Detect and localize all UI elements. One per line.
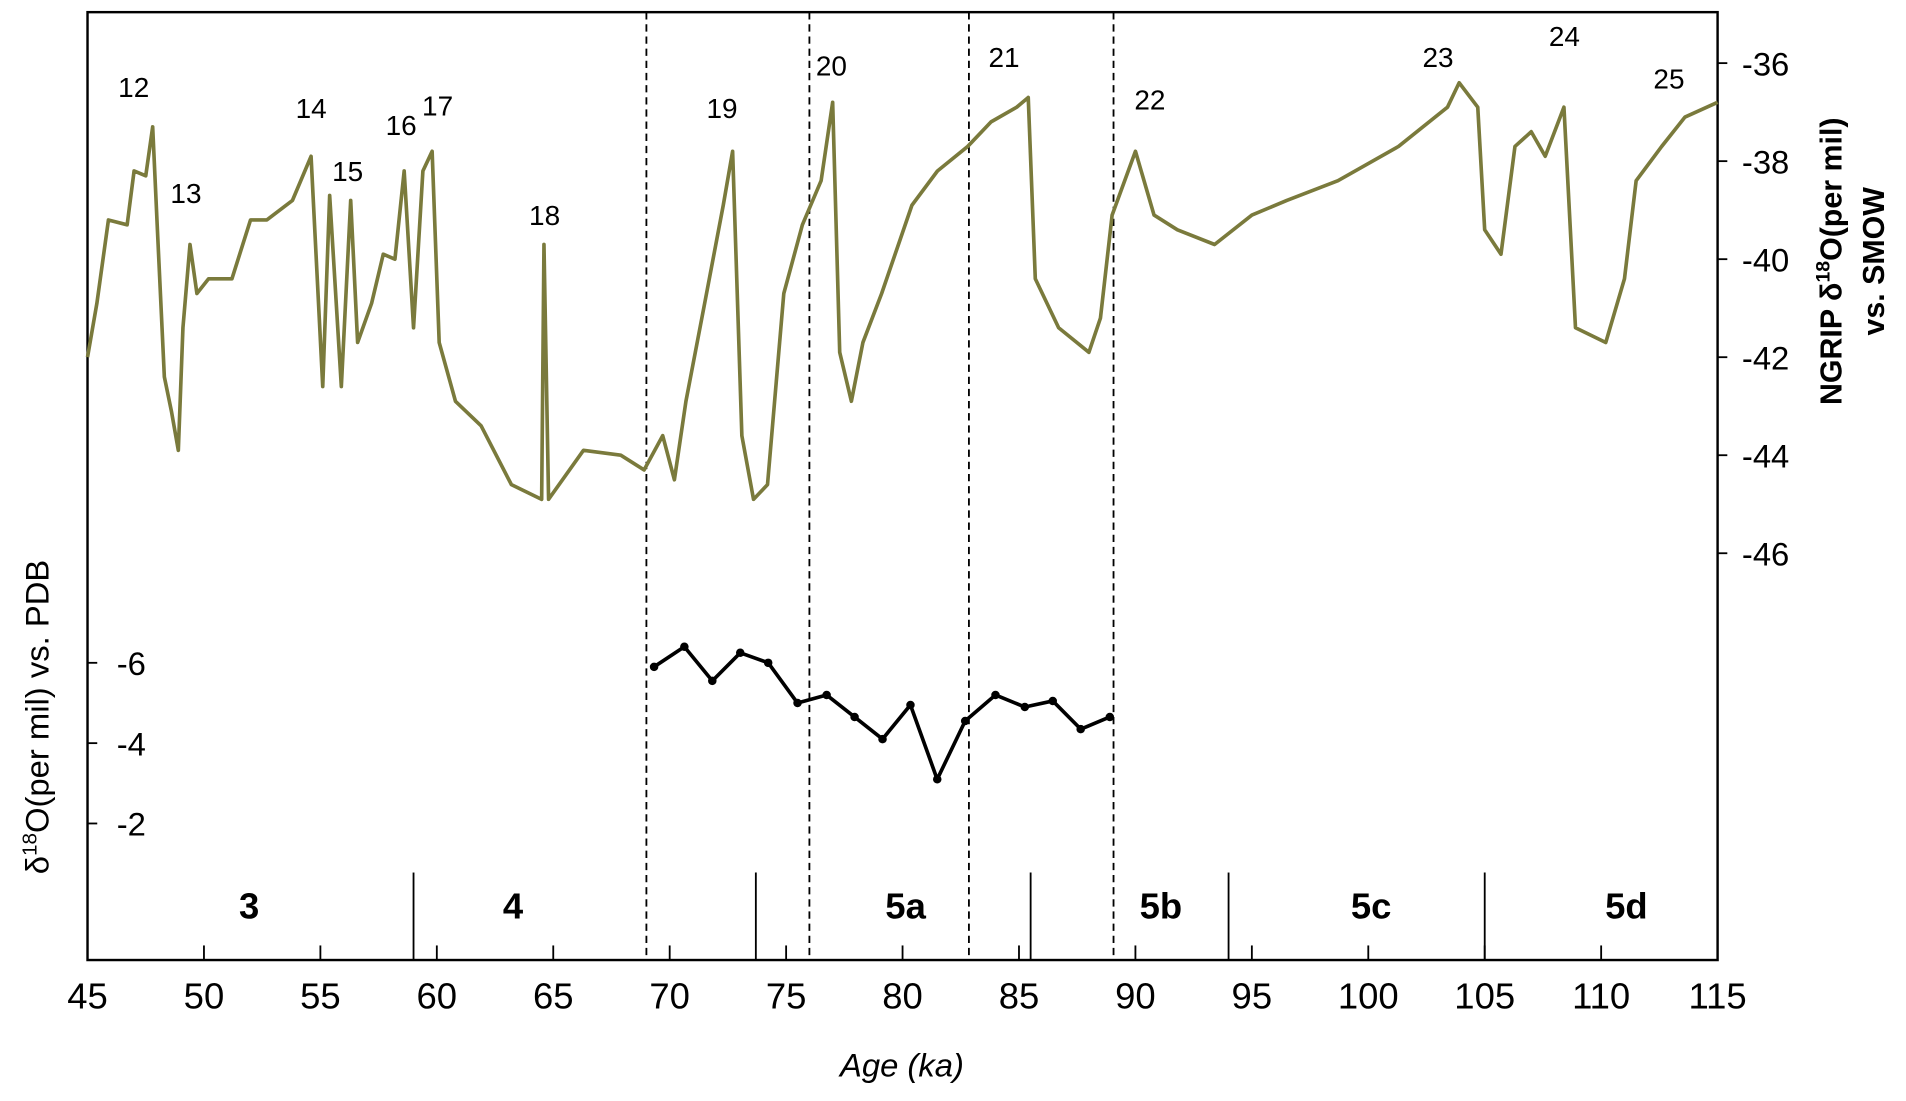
data-point bbox=[932, 775, 942, 784]
event-label: 12 bbox=[118, 72, 149, 103]
event-label: 17 bbox=[422, 90, 453, 121]
x-tick-label: 75 bbox=[766, 976, 807, 1017]
y2-tick-label: -42 bbox=[1742, 339, 1789, 376]
y2-label-sup: 18 bbox=[1812, 261, 1834, 283]
y2-tick-label: -40 bbox=[1742, 241, 1789, 278]
data-line bbox=[653, 644, 1111, 782]
data-point bbox=[708, 676, 717, 686]
data-point bbox=[1076, 724, 1085, 734]
stage-label: 5a bbox=[885, 886, 926, 927]
x-tick-label: 60 bbox=[417, 976, 458, 1017]
data-point bbox=[906, 700, 915, 710]
data-point bbox=[793, 698, 802, 708]
x-tick-label: 45 bbox=[67, 976, 108, 1017]
x-tick-label: 80 bbox=[882, 976, 923, 1017]
x-tick-label: 70 bbox=[649, 976, 690, 1017]
data-point bbox=[991, 690, 1000, 700]
data-line bbox=[85, 80, 1719, 502]
y2-label-part: O(per mil) bbox=[1815, 117, 1849, 260]
data-point bbox=[822, 690, 831, 700]
x-tick-label: 90 bbox=[1115, 976, 1156, 1017]
data-point bbox=[1020, 702, 1030, 712]
x-tick-label: 110 bbox=[1572, 976, 1630, 1017]
y-tick-label: -2 bbox=[117, 806, 146, 843]
event-label: 24 bbox=[1549, 21, 1580, 52]
data-point bbox=[850, 712, 859, 722]
stage-label: 5b bbox=[1140, 886, 1183, 927]
y2-axis-label-line2: vs. SMOW bbox=[1857, 187, 1891, 336]
x-tick-label: 65 bbox=[533, 976, 574, 1017]
event-label: 14 bbox=[296, 93, 327, 124]
data-point bbox=[763, 658, 773, 668]
y2-label-part: NGRIP δ bbox=[1815, 283, 1849, 405]
y2-tick-label: -38 bbox=[1742, 143, 1789, 180]
data-point bbox=[735, 648, 745, 658]
event-label: 18 bbox=[529, 200, 560, 231]
data-point bbox=[680, 642, 689, 652]
event-label: 22 bbox=[1134, 84, 1165, 115]
data-point bbox=[1105, 712, 1115, 722]
x-tick-label: 100 bbox=[1338, 976, 1399, 1017]
x-axis-label: Age (ka) bbox=[838, 1047, 964, 1084]
stage-label: 4 bbox=[503, 886, 524, 927]
y-tick-label: -6 bbox=[117, 645, 146, 682]
stage-label: 5c bbox=[1351, 886, 1392, 927]
event-label: 19 bbox=[707, 93, 738, 124]
event-label: 20 bbox=[816, 50, 847, 81]
data-point bbox=[1048, 696, 1058, 706]
stage-label: 5d bbox=[1605, 886, 1648, 927]
data-point bbox=[649, 662, 659, 672]
x-tick-label: 95 bbox=[1232, 976, 1273, 1017]
data-point bbox=[960, 716, 970, 726]
x-tick-label: 50 bbox=[184, 976, 225, 1017]
y2-tick-label: -36 bbox=[1742, 45, 1789, 82]
x-tick-label: 115 bbox=[1689, 976, 1747, 1017]
event-label: 15 bbox=[332, 156, 363, 187]
event-label: 23 bbox=[1422, 42, 1453, 73]
y-axis-label: δ18O(per mil) vs. PDB bbox=[18, 560, 55, 875]
y2-axis-label: NGRIP δ18O(per mil) bbox=[1812, 117, 1848, 405]
event-label: 21 bbox=[989, 42, 1020, 73]
y-tick-label: -4 bbox=[117, 725, 146, 762]
y-label-part: O(per mil) vs. PDB bbox=[19, 560, 56, 833]
y2-tick-label: -44 bbox=[1742, 437, 1789, 474]
plot-frame bbox=[86, 10, 1719, 962]
event-label: 25 bbox=[1653, 64, 1684, 95]
event-label: 16 bbox=[386, 110, 417, 141]
x-tick-label: 85 bbox=[999, 976, 1040, 1017]
event-label: 13 bbox=[170, 178, 201, 209]
y-label-sup: 18 bbox=[18, 833, 41, 856]
x-tick-label: 105 bbox=[1454, 976, 1515, 1017]
stage-label: 3 bbox=[239, 886, 259, 927]
x-tick-label: 55 bbox=[300, 976, 341, 1017]
y2-tick-label: -46 bbox=[1742, 535, 1789, 572]
y-label-part: δ bbox=[19, 856, 56, 874]
data-point bbox=[878, 734, 887, 744]
